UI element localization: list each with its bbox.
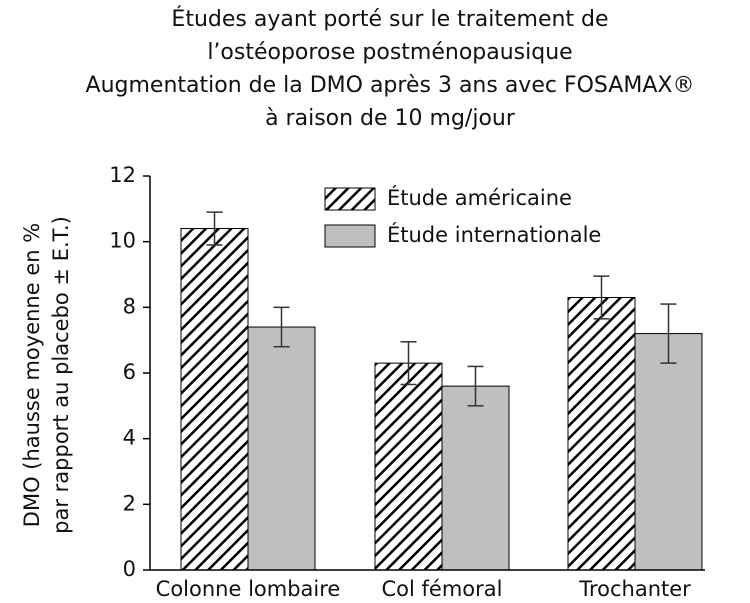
error-bar bbox=[660, 303, 677, 364]
x-tick-label: Trochanter bbox=[578, 577, 691, 601]
error-bar bbox=[273, 306, 290, 348]
bar bbox=[567, 296, 636, 571]
error-bar bbox=[467, 365, 484, 407]
x-tick-label: Colonne lombaire bbox=[156, 577, 341, 601]
error-bar bbox=[400, 341, 417, 386]
chart-title: à raison de 10 mg/jour bbox=[265, 106, 516, 131]
y-axis-label: par rapport au placebo ± E.T.) bbox=[49, 216, 73, 534]
chart-title: Augmentation de la DMO après 3 ans avec … bbox=[86, 73, 695, 98]
legend-swatch bbox=[324, 187, 376, 211]
x-tick-label: Col fémoral bbox=[382, 577, 503, 601]
error-bar bbox=[206, 211, 223, 246]
y-tick-label: 10 bbox=[109, 229, 136, 253]
y-tick-label: 4 bbox=[123, 426, 136, 450]
legend-label: Étude internationale bbox=[387, 222, 601, 247]
y-tick-label: 0 bbox=[123, 557, 136, 581]
y-axis-label: DMO (hausse moyenne en % bbox=[20, 223, 44, 527]
bar bbox=[374, 362, 443, 571]
bar bbox=[634, 333, 703, 571]
legend-label: Étude américaine bbox=[387, 185, 572, 210]
bar bbox=[180, 228, 249, 571]
y-tick-label: 6 bbox=[123, 360, 136, 384]
y-tick-label: 8 bbox=[123, 294, 136, 318]
bar bbox=[247, 326, 316, 571]
chart-title: Études ayant porté sur le traitement de bbox=[171, 6, 608, 32]
legend-swatch bbox=[324, 224, 376, 248]
bar bbox=[441, 385, 510, 571]
chart-title: l’ostéoporose postménopausique bbox=[207, 40, 572, 65]
y-tick-label: 12 bbox=[109, 163, 136, 187]
error-bar bbox=[593, 275, 610, 320]
y-tick-label: 2 bbox=[123, 491, 136, 515]
